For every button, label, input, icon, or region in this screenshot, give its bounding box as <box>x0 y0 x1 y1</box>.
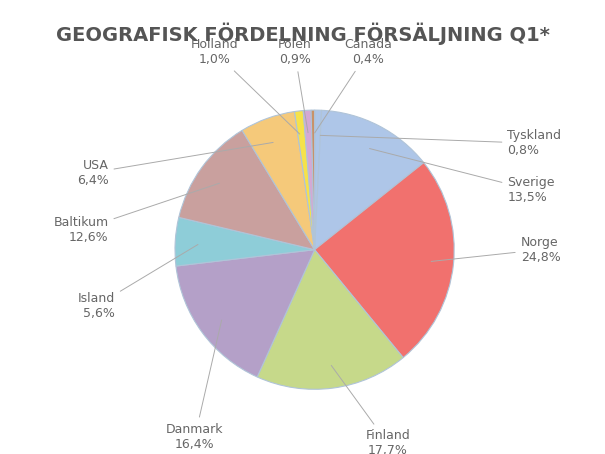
Text: USA
6,4%: USA 6,4% <box>77 143 273 187</box>
Wedge shape <box>257 250 403 389</box>
Wedge shape <box>303 110 315 250</box>
Text: Finland
17,7%: Finland 17,7% <box>332 365 410 454</box>
Wedge shape <box>315 110 322 250</box>
Wedge shape <box>311 110 315 250</box>
Wedge shape <box>179 130 315 250</box>
Text: Sverige
13,5%: Sverige 13,5% <box>370 148 555 204</box>
Text: Danmark
16,4%: Danmark 16,4% <box>166 320 224 450</box>
Text: Island
5,6%: Island 5,6% <box>78 245 198 320</box>
Wedge shape <box>242 112 315 250</box>
Text: GEOGRAFISK FÖRDELNING FÖRSÄLJNING Q1*: GEOGRAFISK FÖRDELNING FÖRSÄLJNING Q1* <box>56 23 549 45</box>
Wedge shape <box>295 111 315 250</box>
Wedge shape <box>315 163 454 358</box>
Wedge shape <box>176 250 315 377</box>
Wedge shape <box>175 217 315 266</box>
Text: Canada
0,4%: Canada 0,4% <box>315 38 391 133</box>
Text: Tyskland
0,8%: Tyskland 0,8% <box>320 129 561 158</box>
Text: Holland
1,0%: Holland 1,0% <box>191 38 299 134</box>
Wedge shape <box>315 110 424 250</box>
Text: Norge
24,8%: Norge 24,8% <box>431 236 560 264</box>
Text: Baltikum
12,6%: Baltikum 12,6% <box>53 183 220 244</box>
Text: Polen
0,9%: Polen 0,9% <box>278 38 312 133</box>
